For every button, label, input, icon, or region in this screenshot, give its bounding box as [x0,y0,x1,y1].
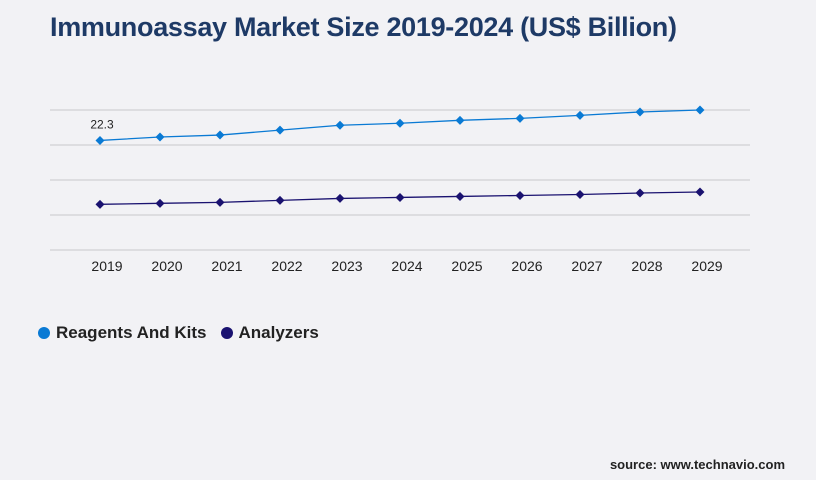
data-point [395,118,405,128]
legend-item-analyzers[interactable]: Analyzers [220,323,319,343]
data-point [155,132,165,142]
data-point [215,130,225,140]
data-point [95,135,105,145]
data-point [515,113,525,123]
chart-title: Immunoassay Market Size 2019-2024 (US$ B… [50,12,677,42]
data-point [575,189,585,199]
x-tick-label: 2025 [451,258,482,274]
x-tick-label: 2024 [391,258,422,274]
data-point [635,188,645,198]
data-point [635,107,645,117]
data-point [275,125,285,135]
x-tick-label: 2029 [691,258,722,274]
legend-label: Reagents And Kits [56,323,207,342]
data-point [395,192,405,202]
x-tick-label: 2027 [571,258,602,274]
data-point [95,199,105,209]
x-tick-label: 2020 [151,258,182,274]
data-point [575,110,585,120]
legend-item-reagents[interactable]: Reagents And Kits [38,323,207,343]
data-label: 22.3 [90,117,114,131]
x-tick-label: 2022 [271,258,302,274]
legend: Reagents And Kits Analyzers [38,323,319,343]
x-tick-label: 2028 [631,258,662,274]
data-point [455,115,465,125]
data-point [335,193,345,203]
x-tick-label: 2023 [331,258,362,274]
data-point [455,191,465,201]
data-point [515,190,525,200]
data-point [155,198,165,208]
x-tick-label: 2026 [511,258,542,274]
x-tick-label: 2019 [91,258,122,274]
legend-marker-icon [220,327,233,339]
data-point [215,197,225,207]
data-point [695,187,705,197]
data-point [275,195,285,205]
x-tick-label: 2021 [211,258,242,274]
data-point [335,120,345,130]
data-point [695,105,705,115]
source-text: source: www.technavio.com [609,457,785,472]
legend-marker-icon [38,327,50,339]
line-chart: 2019 2020 2021 2022 2023 2024 2025 2026 2027 2028… [50,105,750,274]
legend-label: Analyzers [238,323,319,342]
